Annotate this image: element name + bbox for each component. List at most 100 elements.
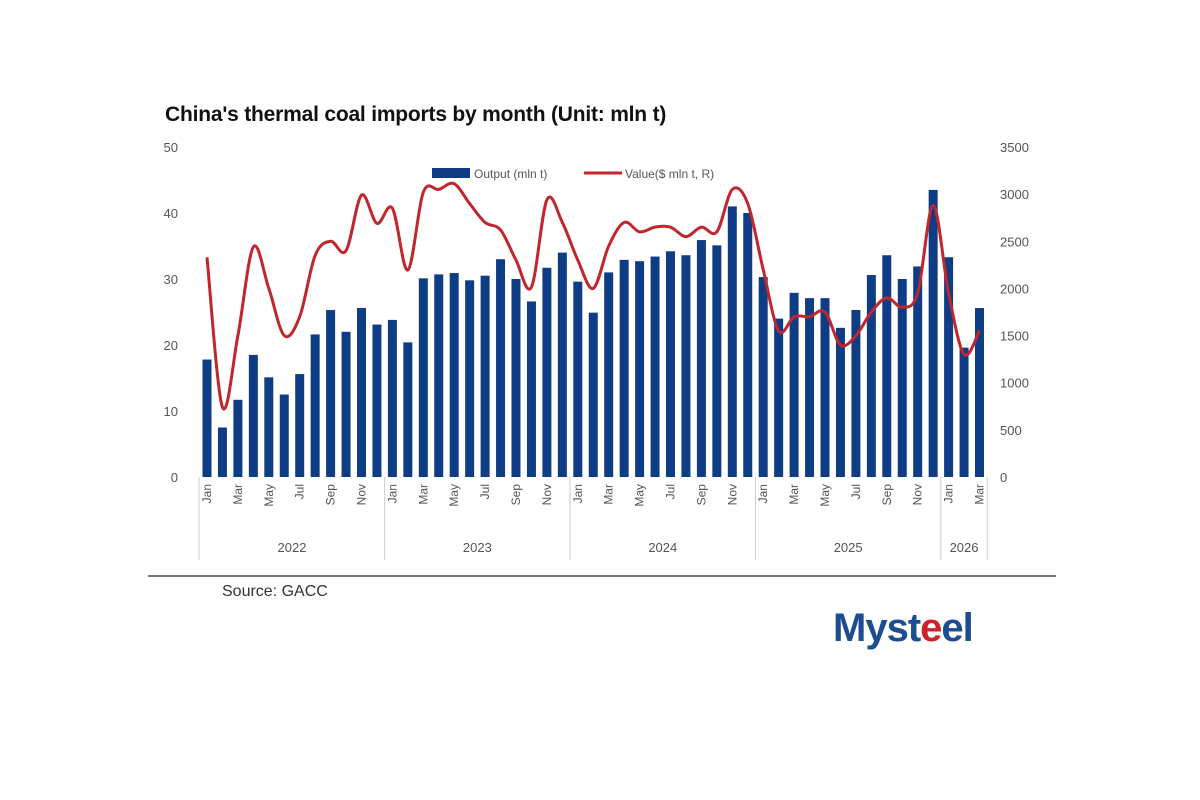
right-axis-tick: 3500 <box>1000 140 1029 155</box>
year-label: 2023 <box>463 540 492 555</box>
month-label: Jul <box>849 484 863 499</box>
year-label: 2024 <box>648 540 677 555</box>
month-label: Jul <box>478 484 492 499</box>
bar <box>372 324 382 477</box>
month-label: May <box>633 484 647 507</box>
mysteel-logo: Mysteel <box>833 606 974 650</box>
left-axis-tick: 50 <box>164 140 178 155</box>
bar <box>866 275 876 477</box>
bar <box>387 319 397 477</box>
bar <box>758 277 768 477</box>
bar <box>217 427 227 477</box>
bar <box>233 399 243 477</box>
bar <box>604 272 614 477</box>
bar <box>449 273 459 477</box>
bar <box>434 274 444 477</box>
month-label: May <box>818 484 832 507</box>
bar <box>202 359 212 477</box>
bar <box>975 308 984 477</box>
bar <box>326 310 336 477</box>
bar <box>913 266 923 477</box>
bar <box>341 331 351 477</box>
bar <box>928 189 938 477</box>
month-label: Mar <box>787 484 801 505</box>
month-label: Jul <box>664 484 678 499</box>
bar <box>696 240 706 477</box>
legend-label-value: Value($ mln t, R) <box>625 167 714 181</box>
bar <box>959 347 969 477</box>
bar <box>588 312 598 477</box>
month-label: Sep <box>694 484 708 506</box>
legend-swatch-output <box>432 168 470 178</box>
bar <box>712 245 722 477</box>
bar <box>681 255 691 477</box>
legend-label-output: Output (mln t) <box>474 167 547 181</box>
bar <box>480 275 490 477</box>
bar <box>357 308 366 477</box>
month-label: May <box>447 484 461 507</box>
month-label: Sep <box>324 484 338 506</box>
bar <box>650 256 660 477</box>
month-label: Nov <box>725 484 739 505</box>
month-label: Sep <box>880 484 894 506</box>
month-label: Mar <box>231 484 245 505</box>
bar <box>526 301 536 477</box>
bar <box>882 255 892 477</box>
bar <box>248 354 258 477</box>
bar <box>418 278 428 477</box>
month-label: Jul <box>293 484 307 499</box>
bar <box>310 334 320 477</box>
bar <box>727 206 737 477</box>
month-label: Mar <box>973 484 987 505</box>
bar <box>619 259 629 477</box>
year-label: 2025 <box>834 540 863 555</box>
bar <box>635 261 645 477</box>
year-label: 2022 <box>278 540 307 555</box>
right-axis-tick: 3000 <box>1000 187 1029 202</box>
bar <box>805 298 815 477</box>
month-label: Jan <box>756 484 770 503</box>
month-label: Jan <box>385 484 399 503</box>
bar <box>496 259 506 477</box>
bar <box>820 298 830 477</box>
left-axis-tick: 40 <box>164 206 178 221</box>
bar <box>666 251 675 477</box>
month-label: Jan <box>571 484 585 503</box>
bar <box>279 394 289 477</box>
month-label: Sep <box>509 484 523 506</box>
left-axis-tick: 10 <box>164 404 178 419</box>
bar <box>511 279 521 477</box>
month-label: Nov <box>540 484 554 505</box>
bar <box>835 327 845 477</box>
right-axis-tick: 1500 <box>1000 329 1029 344</box>
value-line <box>205 181 981 411</box>
bar <box>465 280 475 477</box>
bar <box>897 279 907 477</box>
month-label: Nov <box>355 484 369 505</box>
chart-title: China's thermal coal imports by month (U… <box>165 103 667 126</box>
month-label: Jan <box>942 484 956 503</box>
right-axis-tick: 2500 <box>1000 234 1029 249</box>
right-axis-tick: 500 <box>1000 423 1022 438</box>
month-label: Mar <box>416 484 430 505</box>
year-label: 2026 <box>950 540 979 555</box>
bar <box>774 318 784 477</box>
month-label: Nov <box>911 484 925 505</box>
bar <box>295 374 305 477</box>
source-note: Source: GACC <box>222 583 328 600</box>
bar <box>264 377 274 477</box>
right-axis-tick: 2000 <box>1000 281 1029 296</box>
left-axis-tick: 30 <box>164 272 178 287</box>
left-axis-tick: 20 <box>164 338 178 353</box>
month-label: Jan <box>200 484 214 503</box>
bar <box>944 257 954 477</box>
month-label: May <box>262 484 276 507</box>
right-axis-tick: 1000 <box>1000 376 1029 391</box>
bar <box>789 292 799 477</box>
bar <box>573 281 583 477</box>
bar <box>743 213 753 477</box>
bar <box>851 310 861 477</box>
bar <box>403 342 413 477</box>
right-axis-tick: 0 <box>1000 470 1007 485</box>
